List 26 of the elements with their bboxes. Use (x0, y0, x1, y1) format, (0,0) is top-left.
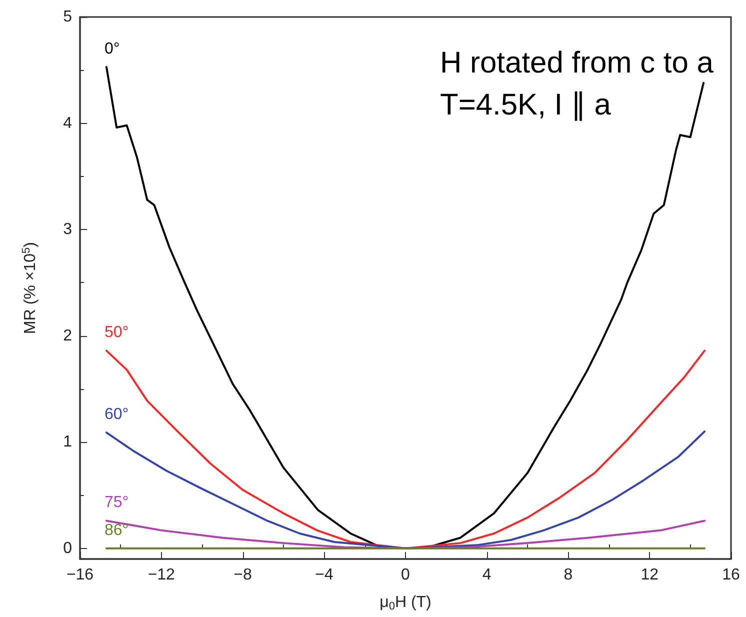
y-tick-label: 5 (63, 8, 72, 26)
line-series (105, 350, 706, 550)
x-tick-label: 0 (401, 566, 410, 584)
x-tick-label: −12 (148, 566, 176, 584)
x-tick-label: −16 (66, 566, 94, 584)
x-tick-label: −8 (234, 566, 252, 584)
annotation: T=4.5K, I ∥ a (440, 88, 612, 122)
line-series (105, 520, 706, 550)
line-series (105, 430, 706, 550)
y-tick-label: 0 (63, 540, 72, 557)
series-label: 75° (104, 494, 129, 512)
annotation: H rotated from c to a (440, 46, 714, 80)
x-tick-label: 8 (564, 566, 573, 584)
y-tick-label: 2 (63, 327, 72, 344)
x-tick-label: 16 (722, 566, 740, 584)
y-tick-label: 3 (63, 221, 72, 238)
x-tick-label: 12 (640, 566, 659, 584)
series-label: 86° (104, 522, 129, 539)
y-tick-label: 4 (63, 114, 72, 132)
y-tick-label: 1 (63, 434, 72, 451)
series-label: 50° (104, 324, 129, 342)
x-tick-label: −4 (315, 566, 334, 584)
x-tick-label: 4 (482, 566, 492, 584)
series-label: 0° (104, 40, 120, 58)
series-label: 60° (104, 406, 129, 424)
y-axis-title: MR (% ×105) (20, 242, 39, 334)
